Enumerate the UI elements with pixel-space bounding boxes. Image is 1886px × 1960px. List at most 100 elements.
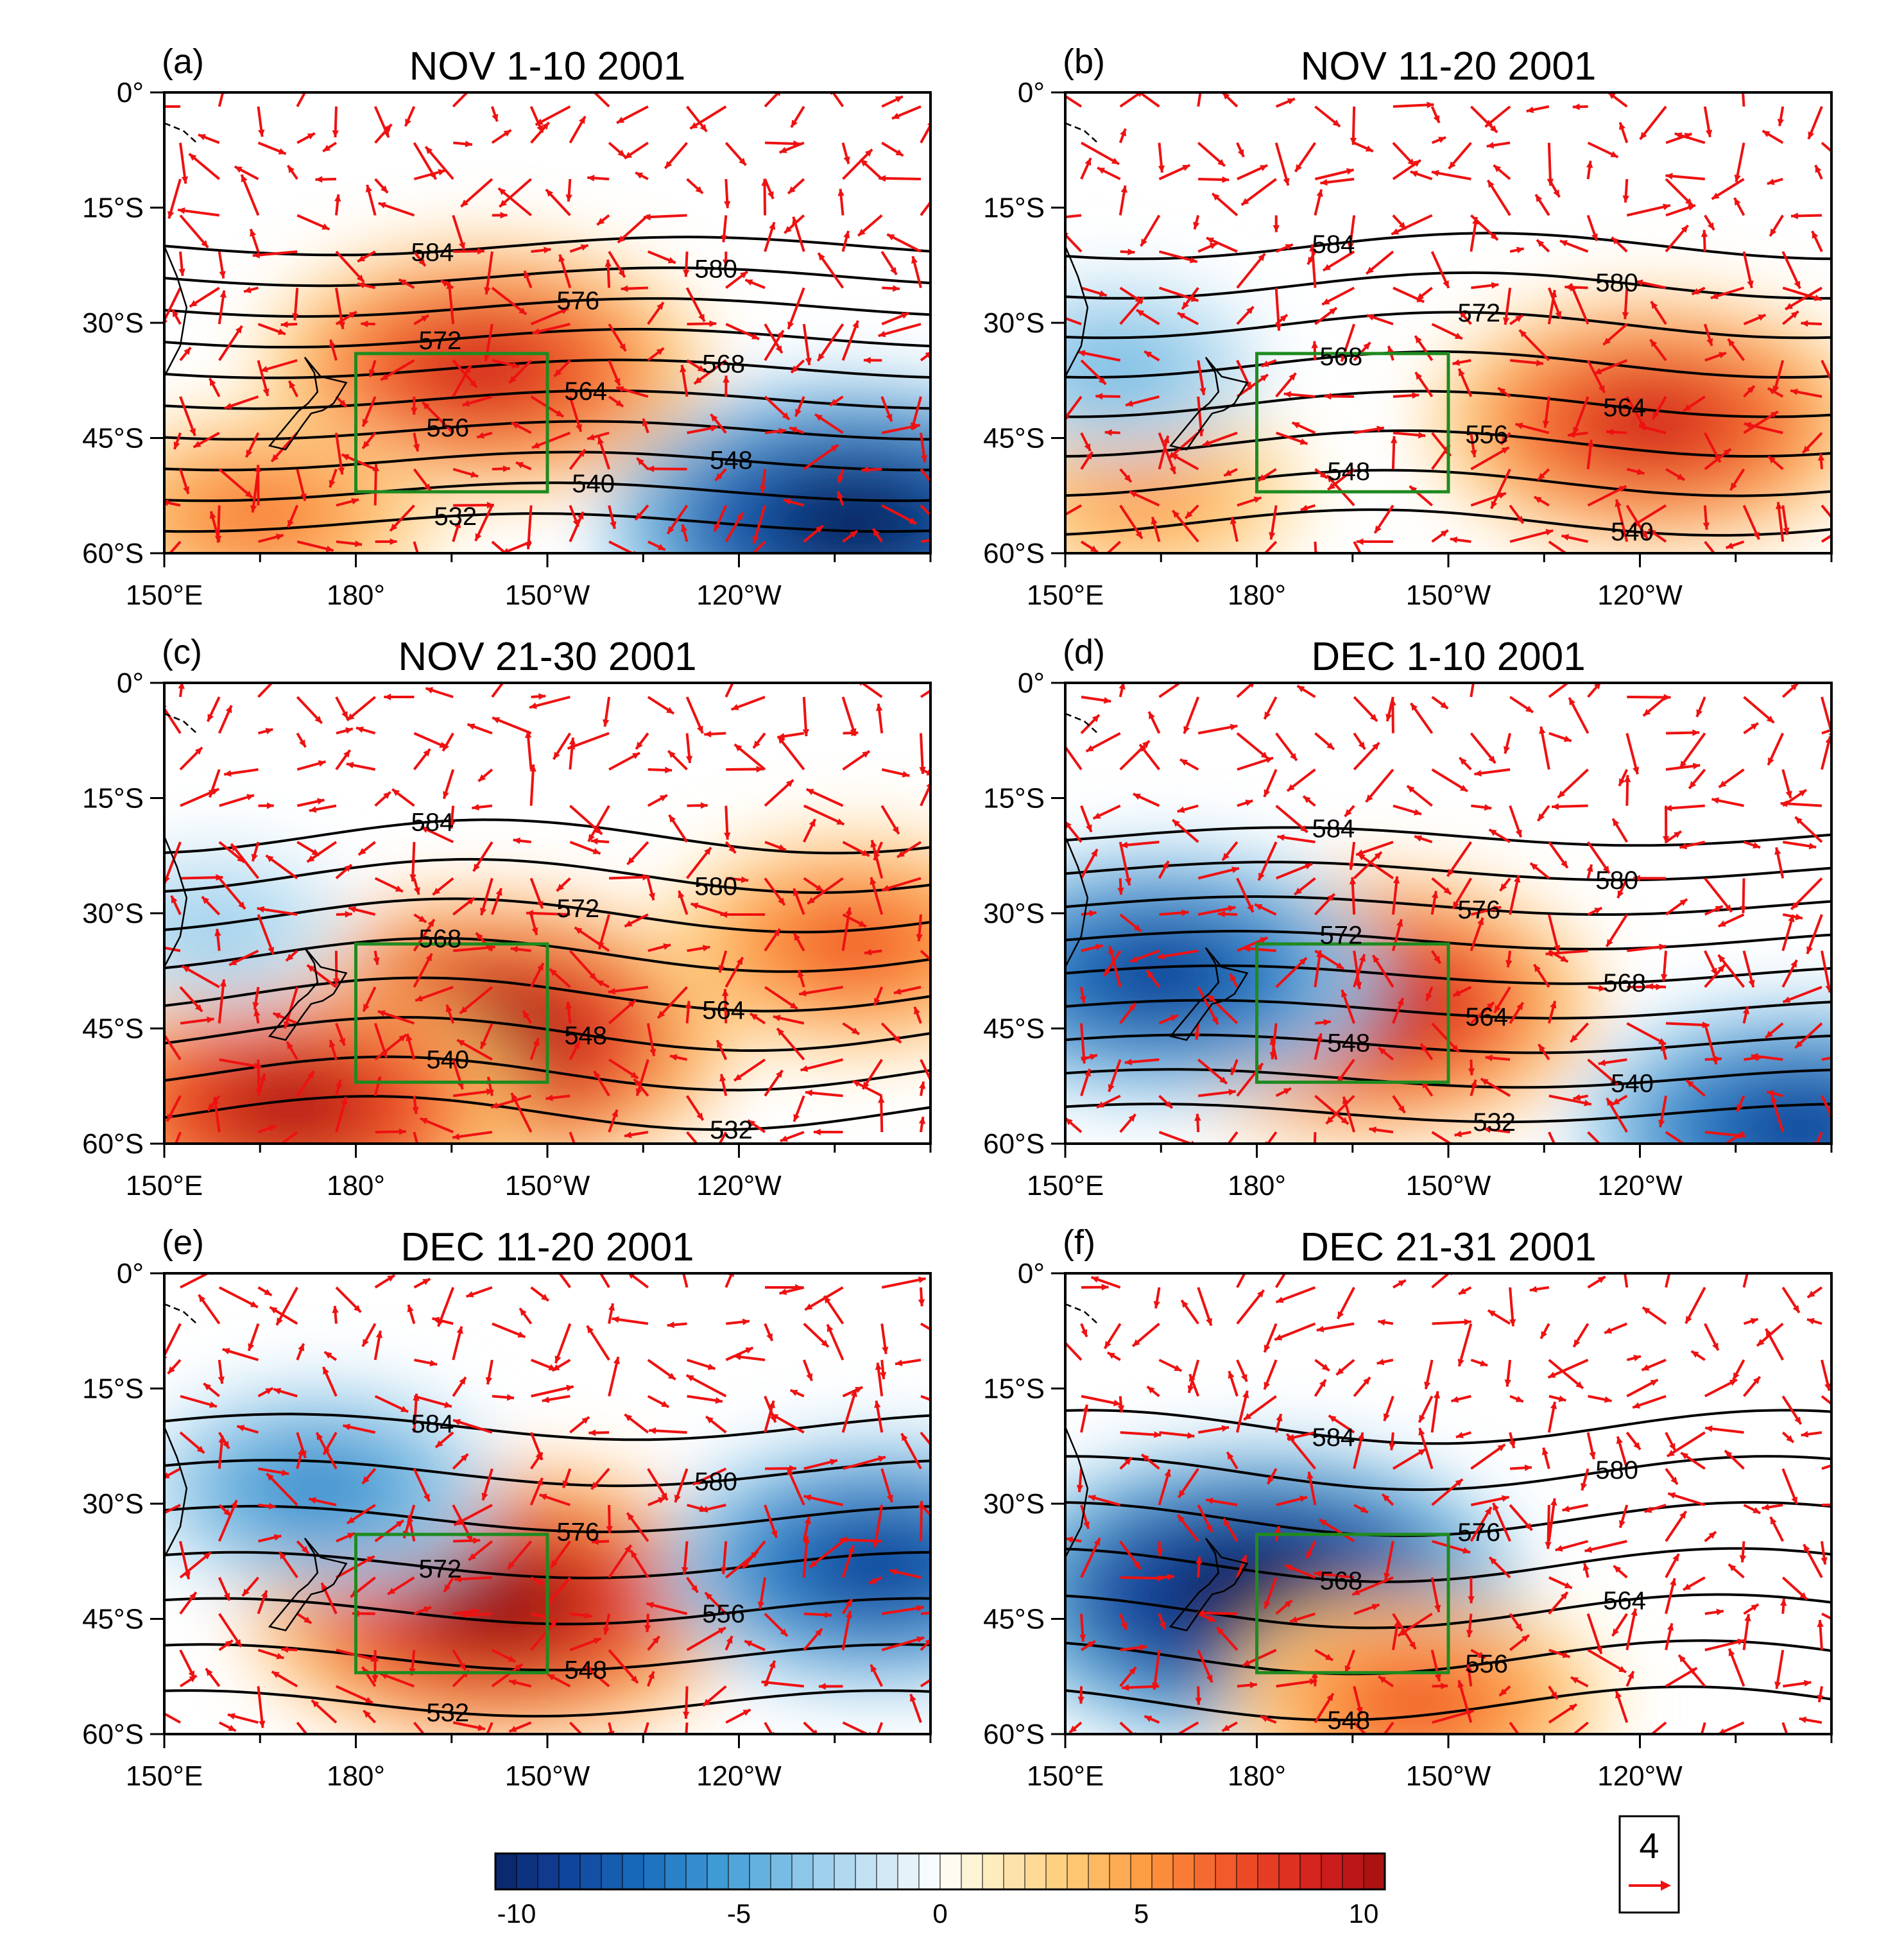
- wind-vector: [1275, 98, 1296, 108]
- wind-vector: [842, 148, 873, 180]
- wind-vector: [1548, 1685, 1559, 1700]
- wind-vector: [1081, 1395, 1121, 1407]
- wind-vector: [1353, 341, 1371, 361]
- wind-vector: [1557, 768, 1589, 799]
- wind-vector: [1711, 178, 1745, 200]
- wind-vector: [1470, 905, 1502, 916]
- axis-ticks: 150°E 180° 150°W 120°W0°15°S30°S45°S60°S: [82, 77, 932, 611]
- wind-vector: [1665, 178, 1693, 207]
- wind-vector: [779, 1286, 805, 1295]
- wind-vector: [1618, 122, 1629, 144]
- wind-vector: [218, 979, 227, 1024]
- contour-label: 584: [1312, 1423, 1355, 1452]
- wind-vector: [1548, 1703, 1578, 1724]
- wind-vector: [486, 1722, 493, 1734]
- wind-vector: [257, 914, 275, 955]
- wind-vector: [1685, 1079, 1706, 1097]
- wind-vector: [587, 175, 610, 182]
- wind-vector: [1353, 741, 1380, 771]
- wind-vector: [1504, 1359, 1512, 1387]
- wind-vector: [1409, 485, 1433, 507]
- wind-vector: [1378, 1675, 1394, 1688]
- wind-vector: [1090, 1276, 1121, 1289]
- wind-vector: [452, 1088, 494, 1097]
- contour-label: 572: [418, 327, 461, 355]
- colorbar-cell: [1321, 1853, 1344, 1890]
- wind-vector: [881, 1636, 925, 1651]
- wind-vector: [1446, 841, 1473, 877]
- wind-vector: [1593, 359, 1628, 375]
- x-tick-label: 180°: [327, 580, 385, 611]
- wind-vector: [1503, 733, 1512, 754]
- wind-vector: [374, 1395, 409, 1413]
- wind-vector: [1717, 954, 1745, 988]
- wind-vector: [411, 396, 418, 415]
- wind-vector: [179, 142, 189, 184]
- contour-line: [1065, 1068, 1831, 1089]
- wind-vector: [644, 1613, 651, 1633]
- wind-vector: [530, 121, 551, 144]
- wind-vector: [920, 950, 930, 961]
- wind-vectors: [164, 683, 930, 1144]
- wind-vector: [802, 323, 812, 366]
- wind-vector: [1487, 1309, 1511, 1325]
- wind-vector: [1314, 1379, 1327, 1397]
- wind-vector: [492, 1322, 526, 1339]
- wind-vector: [744, 279, 766, 289]
- wind-vector: [387, 1576, 415, 1595]
- wind-vector: [205, 1667, 221, 1687]
- wind-vector: [361, 432, 377, 449]
- wind-vector: [1158, 1014, 1179, 1025]
- wind-vector: [793, 888, 805, 915]
- wind-vector: [630, 1549, 649, 1579]
- wind-vector: [257, 359, 270, 397]
- wind-vector: [554, 1323, 572, 1364]
- wind-vector: [558, 254, 572, 289]
- contour-label: 548: [710, 447, 753, 475]
- wind-vector: [1470, 1649, 1486, 1660]
- wind-vector: [1322, 250, 1355, 272]
- wind-vector: [189, 286, 220, 308]
- wind-vector: [1536, 805, 1550, 822]
- wind-vector: [1742, 1613, 1751, 1651]
- wind-vector: [636, 457, 649, 470]
- wind-vector: [413, 1468, 431, 1502]
- wind-vector: [565, 178, 572, 202]
- wind-vector: [802, 1516, 811, 1542]
- wind-vector: [681, 524, 689, 542]
- anomaly-peak: [1718, 1083, 1831, 1144]
- wind-vector: [413, 468, 432, 492]
- wind-vector: [1821, 534, 1831, 543]
- wind-vector: [1743, 1318, 1759, 1325]
- wind-vector: [380, 359, 415, 381]
- wind-vector: [203, 1382, 221, 1398]
- wind-vector: [646, 1023, 656, 1056]
- wind-vector: [1799, 1716, 1822, 1724]
- wind-vector: [1743, 313, 1767, 325]
- wind-vector: [1325, 1095, 1355, 1125]
- y-tick-label: 0°: [117, 667, 144, 699]
- wind-vector: [492, 716, 532, 735]
- wind-vector: [880, 250, 898, 275]
- wind-vector: [909, 1694, 922, 1723]
- wind-vector: [1353, 950, 1362, 990]
- wind-vector: [506, 1540, 533, 1570]
- wind-vector: [726, 766, 764, 773]
- wind-vector: [1458, 1286, 1472, 1296]
- wind-vector: [1140, 1453, 1160, 1470]
- wind-vector: [1156, 1541, 1163, 1556]
- wind-vector: [597, 436, 611, 470]
- wind-vector: [1587, 485, 1627, 507]
- wind-vector: [881, 1604, 924, 1615]
- panel-label: (e): [162, 1223, 204, 1262]
- wind-vector: [817, 252, 844, 289]
- wind-vector: [1821, 1541, 1828, 1565]
- wind-vector: [1120, 248, 1135, 255]
- wind-vector: [569, 396, 583, 433]
- wind-vector: [643, 213, 687, 221]
- wind-vector: [257, 1286, 273, 1297]
- wind-vector: [1122, 1684, 1160, 1691]
- wind-vector: [389, 504, 415, 532]
- wind-vector: [296, 1540, 310, 1554]
